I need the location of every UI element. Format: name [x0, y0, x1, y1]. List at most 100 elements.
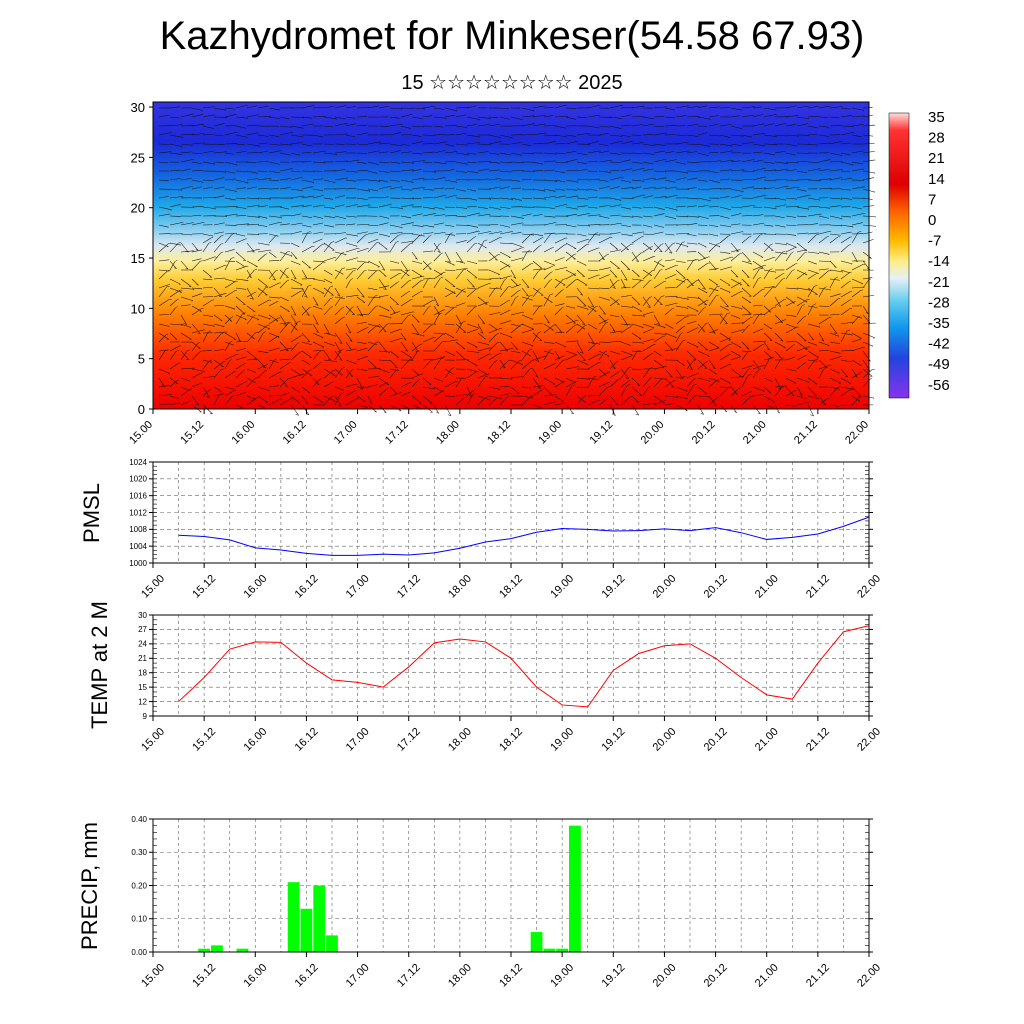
wind-barb	[697, 300, 707, 307]
wind-barb	[598, 204, 610, 208]
wind-barb	[279, 323, 289, 334]
wind-barb	[587, 178, 600, 181]
wind-barb-flag	[654, 402, 656, 404]
wind-barb	[158, 213, 170, 217]
wind-barb	[279, 378, 289, 388]
wind-barb	[708, 160, 721, 163]
wind-barb-flag	[549, 349, 553, 351]
wind-barb-flag	[566, 136, 568, 138]
wind-barb	[576, 325, 585, 334]
wind-barb-flag	[680, 377, 684, 380]
colorbar-label: -49	[928, 356, 950, 373]
wind-barb	[213, 304, 224, 307]
wind-barb-flag	[358, 247, 360, 249]
x-tick-label: 17.00	[344, 962, 372, 990]
wind-barb	[455, 215, 467, 218]
wind-barb	[488, 152, 499, 155]
wind-barb-flag	[747, 350, 750, 353]
wind-barb	[510, 142, 522, 145]
wind-barb-flag	[468, 154, 469, 156]
wind-barb	[587, 306, 596, 316]
wind-barb-flag	[677, 194, 679, 197]
wind-barb-flag	[500, 328, 503, 330]
wind-barb	[642, 195, 653, 199]
wind-barb	[180, 250, 194, 253]
wind-barb	[829, 215, 843, 219]
x-tick-label: 15.00	[139, 726, 167, 754]
wind-barb	[631, 314, 645, 317]
y-tick-label: 1016	[129, 491, 147, 500]
wind-barb	[477, 347, 491, 352]
wind-barb	[840, 404, 852, 407]
wind-barb	[785, 314, 797, 317]
wind-barb	[411, 177, 425, 181]
wind-barb	[620, 206, 631, 210]
wind-barb	[862, 251, 872, 259]
wind-barb-flag	[359, 387, 364, 390]
wind-barb-flag	[401, 145, 403, 147]
wind-barb	[763, 286, 775, 289]
wind-barb	[312, 107, 325, 109]
wind-barb	[257, 325, 268, 334]
wind-barb	[851, 332, 862, 339]
wind-barb	[642, 270, 653, 280]
wind-barb	[785, 197, 798, 200]
wind-barb	[246, 186, 257, 190]
wind-barb	[235, 143, 246, 146]
wind-barb	[411, 141, 423, 145]
wind-barb-flag	[456, 339, 458, 341]
wind-barb	[565, 151, 576, 154]
wind-barb-flag	[804, 315, 807, 318]
wind-barb-flag	[626, 248, 629, 251]
wind-barb	[653, 260, 665, 267]
wind-barb-flag	[703, 306, 707, 309]
wind-barb	[334, 269, 344, 275]
wind-barb	[851, 186, 865, 190]
wind-barb	[675, 305, 689, 309]
wind-barb-flag	[383, 411, 387, 413]
wind-barb	[169, 351, 177, 361]
wind-barb	[631, 194, 645, 199]
wind-barb	[862, 280, 869, 289]
wind-barb-flag	[209, 359, 212, 362]
wind-barb	[169, 395, 180, 399]
wind-barb-flag	[824, 367, 828, 369]
wind-barb	[653, 170, 666, 173]
wind-barb	[730, 249, 740, 253]
wind-barb	[697, 152, 709, 156]
wind-barb	[499, 116, 510, 120]
wind-barb-flag	[812, 303, 817, 306]
wind-barb	[664, 323, 674, 329]
wind-barb	[180, 287, 194, 290]
wind-barb-flag	[397, 281, 400, 283]
wind-barb	[686, 106, 699, 109]
x-tick-label: 18.12	[497, 726, 525, 754]
wind-barb	[774, 279, 783, 289]
wind-barb	[719, 150, 733, 154]
wind-barb	[301, 305, 310, 316]
wind-barb-flag	[308, 392, 311, 394]
wind-barb	[235, 348, 246, 352]
wind-barb	[697, 359, 708, 369]
wind-barb-flag	[791, 395, 795, 397]
wind-barb	[466, 323, 480, 329]
wind-barb	[532, 377, 541, 389]
wind-barb-flag	[340, 392, 345, 395]
x-tick-label: 17.12	[395, 962, 423, 990]
wind-barb	[697, 242, 707, 248]
wind-barb	[356, 348, 367, 352]
wind-barb	[587, 188, 598, 191]
wind-barb-flag	[306, 314, 310, 316]
wind-barb	[202, 106, 215, 109]
wind-barb	[312, 341, 325, 348]
wind-barb	[191, 142, 205, 145]
wind-barb-flag	[834, 266, 837, 268]
wind-barb	[543, 323, 554, 331]
wind-barb	[499, 224, 510, 228]
wind-barb-flag	[848, 280, 851, 283]
wind-barb	[587, 233, 596, 244]
wind-barb-flag	[229, 340, 233, 343]
colorbar-label: -42	[928, 336, 950, 353]
wind-barb	[532, 355, 546, 361]
wind-barb-flag	[787, 185, 789, 187]
